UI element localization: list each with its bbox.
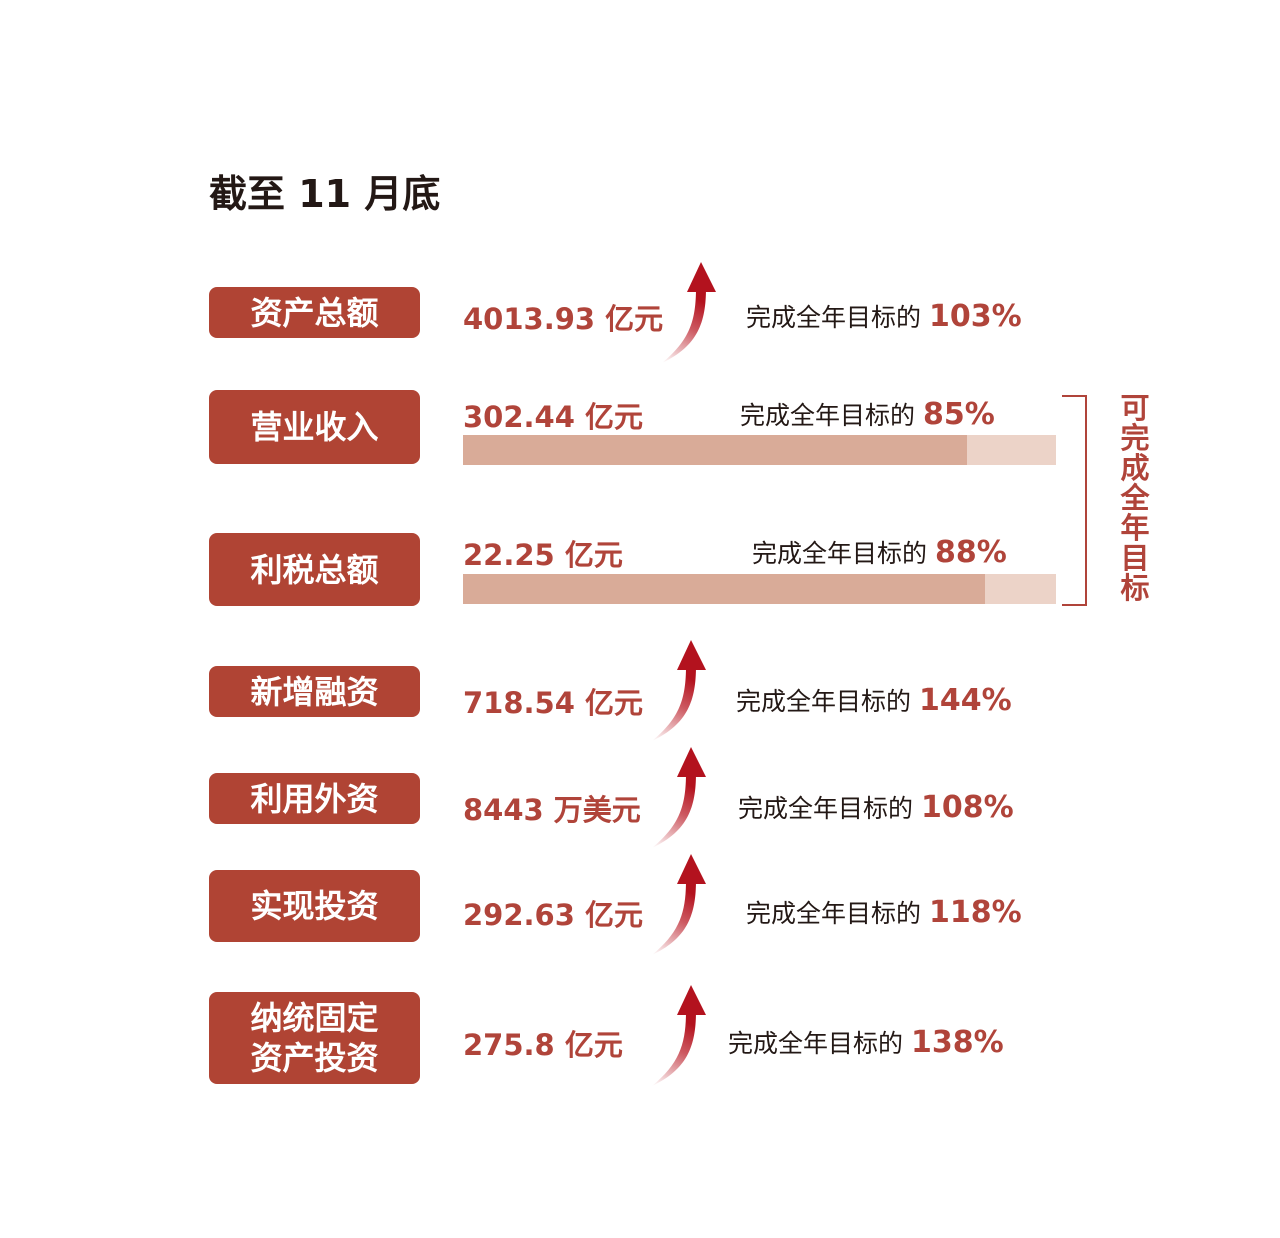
completion-prefix: 完成全年目标的	[738, 794, 921, 823]
metric-label: 利税总额	[209, 533, 420, 606]
up-arrow-icon	[660, 260, 730, 365]
completion-text: 完成全年目标的 88%	[752, 534, 1007, 570]
completion-percent: 144%	[918, 683, 1012, 718]
up-arrow-icon	[650, 983, 720, 1088]
completion-prefix: 完成全年目标的	[728, 1029, 911, 1058]
up-arrow-icon	[650, 745, 720, 850]
metric-label: 实现投资	[209, 870, 420, 942]
completion-prefix: 完成全年目标的	[740, 401, 923, 430]
metric-value: 292.63 亿元	[463, 898, 644, 932]
completion-percent: 118%	[928, 895, 1022, 930]
completion-prefix: 完成全年目标的	[746, 899, 929, 928]
completion-prefix: 完成全年目标的	[752, 539, 935, 568]
metric-value: 275.8 亿元	[463, 1028, 623, 1062]
metric-value: 4013.93 亿元	[463, 302, 664, 336]
metric-label: 资产总额	[209, 287, 420, 338]
completion-text: 完成全年目标的 138%	[728, 1024, 1004, 1060]
completion-text: 完成全年目标的 118%	[746, 894, 1022, 930]
metric-label: 营业收入	[209, 390, 420, 464]
up-arrow-icon	[650, 638, 720, 743]
completion-text: 完成全年目标的 144%	[736, 682, 1012, 718]
progress-bar	[463, 574, 1056, 604]
progress-fill	[463, 435, 968, 465]
completion-prefix: 完成全年目标的	[746, 303, 929, 332]
metric-value: 718.54 亿元	[463, 686, 644, 720]
metric-value: 8443 万美元	[463, 793, 641, 827]
metric-label: 利用外资	[209, 773, 420, 824]
metric-label: 纳统固定 资产投资	[209, 992, 420, 1084]
progress-bar	[463, 435, 1056, 465]
bracket-note: 可完成全年目标	[1120, 391, 1150, 605]
completion-percent: 85%	[922, 397, 995, 432]
progress-fill	[463, 574, 985, 604]
completion-percent: 138%	[910, 1025, 1004, 1060]
completion-percent: 103%	[928, 299, 1022, 334]
metric-value: 302.44 亿元	[463, 400, 644, 434]
completion-text: 完成全年目标的 103%	[746, 298, 1022, 334]
metric-label: 新增融资	[209, 666, 420, 717]
completion-prefix: 完成全年目标的	[736, 687, 919, 716]
page-title: 截至 11 月底	[209, 172, 441, 216]
completion-percent: 88%	[934, 535, 1007, 570]
bracket	[1062, 395, 1087, 606]
up-arrow-icon	[650, 852, 720, 957]
metric-value: 22.25 亿元	[463, 538, 623, 572]
completion-text: 完成全年目标的 85%	[740, 396, 995, 432]
completion-text: 完成全年目标的 108%	[738, 789, 1014, 825]
completion-percent: 108%	[920, 790, 1014, 825]
